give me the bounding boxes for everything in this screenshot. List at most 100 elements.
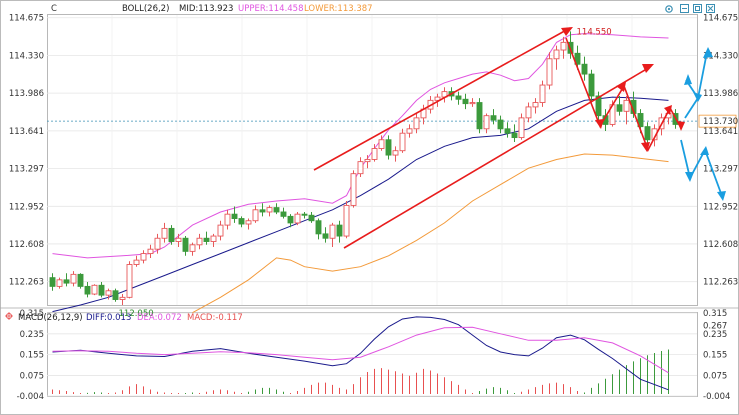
candle xyxy=(378,135,385,151)
candle-body-up xyxy=(532,102,539,108)
candle xyxy=(525,102,532,123)
arrowhead xyxy=(685,172,694,182)
candle xyxy=(77,273,84,289)
candle xyxy=(322,227,329,243)
candle xyxy=(231,206,238,223)
macd-y-tick-left: -0.004 xyxy=(17,392,44,402)
macd-y-tick-left: 0.075 xyxy=(20,371,44,381)
candle-body-down xyxy=(259,209,266,213)
candle xyxy=(238,216,245,228)
candle xyxy=(301,211,308,219)
candle-body-down xyxy=(616,104,623,112)
candle xyxy=(175,233,182,247)
red-arrowheads xyxy=(561,27,685,152)
candle-body-down xyxy=(504,128,511,134)
candle xyxy=(168,225,175,245)
close-icon[interactable] xyxy=(706,4,715,13)
candle xyxy=(196,233,203,250)
candle xyxy=(343,201,350,239)
candle-body-down xyxy=(637,113,644,128)
candle-body-up xyxy=(329,224,336,239)
lower-channel-arrow xyxy=(343,66,651,249)
macd-histogram xyxy=(52,349,669,394)
candle-body-up xyxy=(147,248,154,255)
candle xyxy=(84,282,91,298)
candle xyxy=(147,244,154,258)
candle-body-up xyxy=(217,224,224,237)
boll-upper-value: UPPER:114.458 xyxy=(238,4,304,14)
macd-y-tick-left: 0.315 xyxy=(20,309,44,319)
candle-body-down xyxy=(581,63,588,75)
candle xyxy=(581,56,588,81)
bollinger-lower-line xyxy=(192,153,669,314)
candle-body-up xyxy=(392,150,399,156)
candle-body-down xyxy=(308,214,315,222)
candle xyxy=(623,95,630,125)
y-tick-right: 113.297 xyxy=(703,165,738,175)
candle-body-down xyxy=(315,220,322,235)
candle-body-down xyxy=(273,207,280,213)
upper-channel-arrow xyxy=(313,27,571,171)
candle-body-down xyxy=(77,273,84,287)
arrowhead xyxy=(677,121,685,131)
candle-body-down xyxy=(385,139,392,156)
candle-body-up xyxy=(266,207,273,213)
candle-body-up xyxy=(224,213,231,226)
candle xyxy=(385,135,392,160)
candle xyxy=(455,91,462,105)
low-price-annotation: 112.050 xyxy=(119,309,154,319)
candle-body-up xyxy=(553,49,560,60)
candle-body-up xyxy=(175,237,182,242)
arrowhead xyxy=(664,105,672,115)
candle xyxy=(518,113,525,140)
candle-body-down xyxy=(455,95,462,100)
settings-icon[interactable] xyxy=(665,5,673,13)
restore-icon[interactable] xyxy=(680,4,689,13)
macd-y-tick-left: 0.235 xyxy=(20,330,44,340)
candle-body-up xyxy=(560,41,567,51)
candle-body-up xyxy=(406,128,413,134)
candle xyxy=(539,80,546,107)
candle xyxy=(49,273,56,291)
candle-body-up xyxy=(119,296,126,300)
candle-body-down xyxy=(287,215,294,224)
arrowhead xyxy=(700,146,709,155)
candle xyxy=(273,203,280,215)
candle xyxy=(350,170,357,208)
candle-body-down xyxy=(231,213,238,219)
bollinger-bands xyxy=(52,33,669,314)
candles xyxy=(49,31,679,305)
candle xyxy=(553,45,560,70)
candle-body-up xyxy=(399,132,406,152)
candle xyxy=(560,36,567,59)
boll-mid-value: MID:113.923 xyxy=(179,4,233,14)
maximize-icon[interactable] xyxy=(693,4,702,13)
y-tick-right: 114.330 xyxy=(703,51,738,61)
candle xyxy=(462,93,469,110)
candle-body-down xyxy=(588,73,595,97)
macd-settings-icon[interactable] xyxy=(5,312,13,320)
boll-lower-value: LOWER:113.387 xyxy=(304,4,373,14)
candle-body-up xyxy=(133,259,140,265)
candle-body-down xyxy=(49,277,56,287)
candle xyxy=(315,218,322,240)
y-tick-left: 112.263 xyxy=(9,278,44,288)
arrowhead xyxy=(561,27,573,36)
y-tick-right: 112.608 xyxy=(703,240,738,250)
candle-body-up xyxy=(546,58,553,86)
zigzag-path xyxy=(565,37,682,152)
candle-body-down xyxy=(238,218,245,225)
candle xyxy=(224,209,231,230)
candle-body-down xyxy=(644,126,651,141)
candle-body-up xyxy=(483,115,490,130)
candle xyxy=(161,222,168,243)
candle-body-up xyxy=(245,220,252,225)
candle-body-down xyxy=(595,95,602,117)
candle xyxy=(469,98,476,107)
candle xyxy=(182,236,189,256)
y-tick-left: 112.952 xyxy=(9,202,44,212)
candle xyxy=(511,124,518,142)
candle xyxy=(252,205,259,223)
blue-arrowheads xyxy=(684,47,726,201)
